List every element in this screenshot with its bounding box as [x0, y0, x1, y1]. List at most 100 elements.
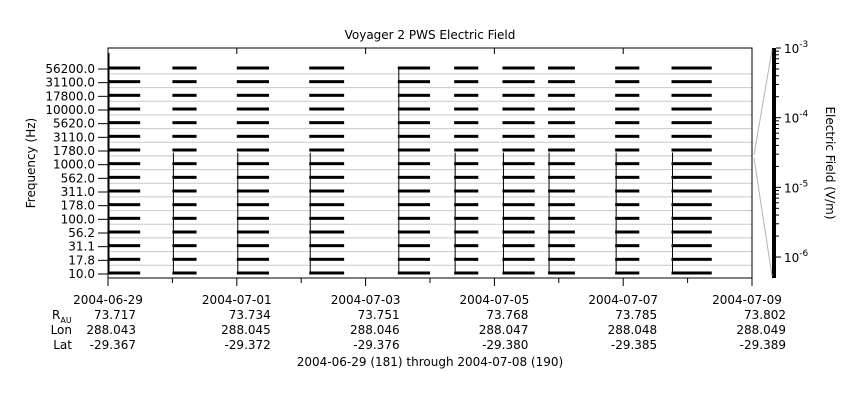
channel-band [615, 175, 640, 179]
channel-band [454, 257, 479, 261]
channel-band [502, 107, 535, 111]
channel-band [172, 134, 197, 138]
channel-band [172, 107, 197, 111]
channel-band [172, 271, 197, 275]
channel-band [236, 107, 269, 111]
channel-band [397, 230, 430, 234]
channel-band [615, 230, 640, 234]
lon-value: 288.043 [86, 323, 136, 337]
channel-band [236, 216, 269, 220]
channel-band [502, 148, 535, 152]
channel-band [236, 93, 269, 97]
lat-value: -29.385 [611, 338, 657, 352]
channel-band [172, 162, 197, 166]
channel-band [548, 66, 575, 70]
date-tick-label: 2004-07-03 [331, 293, 401, 307]
frequency-tick-label: 31.1 [68, 240, 95, 254]
channel-band [454, 148, 479, 152]
channel-band [397, 271, 430, 275]
channel-band [548, 134, 575, 138]
lat-value: -29.380 [482, 338, 528, 352]
channel-band [309, 162, 345, 166]
channel-band [502, 66, 535, 70]
channel-band [397, 93, 430, 97]
channel-band [309, 244, 345, 248]
channel-band [397, 148, 430, 152]
channel-band [108, 216, 141, 220]
frequency-tick-label: 100.0 [61, 212, 95, 226]
channel-band [172, 189, 197, 193]
channel-band [671, 216, 712, 220]
frequency-tick-label: 5620.0 [53, 117, 95, 131]
channel-band [172, 203, 197, 207]
channel-band [454, 175, 479, 179]
channel-band [108, 66, 141, 70]
channel-band [236, 162, 269, 166]
lat-value: -29.376 [353, 338, 399, 352]
channel-band [309, 230, 345, 234]
channel-band [615, 189, 640, 193]
channel-band [454, 216, 479, 220]
channel-band [671, 121, 712, 125]
channel-band [309, 148, 345, 152]
colorbar-tick-label: 10-6 [784, 249, 809, 265]
channel-band [108, 230, 141, 234]
channel-band [615, 121, 640, 125]
rau-value: 73.785 [615, 308, 657, 322]
channel-band [309, 189, 345, 193]
channel-band [172, 257, 197, 261]
date-tick-label: 2004-07-07 [588, 293, 658, 307]
channel-band [236, 134, 269, 138]
channel-band [671, 230, 712, 234]
colorbar-link-bottom [753, 157, 773, 277]
channel-band [502, 121, 535, 125]
channel-band [309, 203, 345, 207]
channel-band [454, 203, 479, 207]
channel-band [615, 80, 640, 84]
frequency-tick-label: 31100.0 [45, 76, 95, 90]
channel-band [548, 162, 575, 166]
channel-band [548, 230, 575, 234]
channel-band [397, 134, 430, 138]
rau-value: 73.768 [486, 308, 528, 322]
channel-band [454, 189, 479, 193]
chart-title: Voyager 2 PWS Electric Field [345, 28, 516, 42]
frequency-tick-label: 562.0 [61, 171, 95, 185]
channel-band [108, 271, 141, 275]
channel-band [397, 203, 430, 207]
frequency-tick-label: 17.8 [68, 253, 95, 267]
channel-band [309, 216, 345, 220]
channel-band [172, 148, 197, 152]
colorbar-strip [772, 48, 776, 278]
colorbar-label: Electric Field (V/m) [823, 106, 837, 219]
channel-band [454, 121, 479, 125]
channel-band [548, 257, 575, 261]
channel-band [397, 244, 430, 248]
lat-label: Lat [53, 338, 72, 352]
channel-band [454, 134, 479, 138]
channel-band [548, 203, 575, 207]
date-range-caption: 2004-06-29 (181) through 2004-07-08 (190… [297, 355, 563, 369]
colorbar-tick-label: 10-5 [784, 179, 808, 195]
colorbar-tick-label: 10-3 [784, 40, 808, 56]
channel-band [671, 271, 712, 275]
channel-band [397, 162, 430, 166]
channel-band [548, 175, 575, 179]
date-tick-label: 2004-07-01 [202, 293, 272, 307]
channel-band [172, 244, 197, 248]
lon-label: Lon [51, 323, 72, 337]
rau-value: 73.751 [358, 308, 400, 322]
rau-label: RAU [52, 308, 72, 325]
frequency-tick-labels: 56200.031100.017800.010000.05620.03110.0… [45, 62, 108, 281]
channel-band [671, 244, 712, 248]
channel-band [671, 134, 712, 138]
lon-value: 288.049 [736, 323, 786, 337]
channel-band [671, 80, 712, 84]
channel-band [615, 162, 640, 166]
channel-band [108, 189, 141, 193]
date-tick-label: 2004-07-09 [712, 293, 782, 307]
channel-band [671, 162, 712, 166]
date-ticks: 2004-06-29 2004-07-01 2004-07-03 2004-07-05… [73, 48, 782, 307]
channel-band [309, 271, 345, 275]
